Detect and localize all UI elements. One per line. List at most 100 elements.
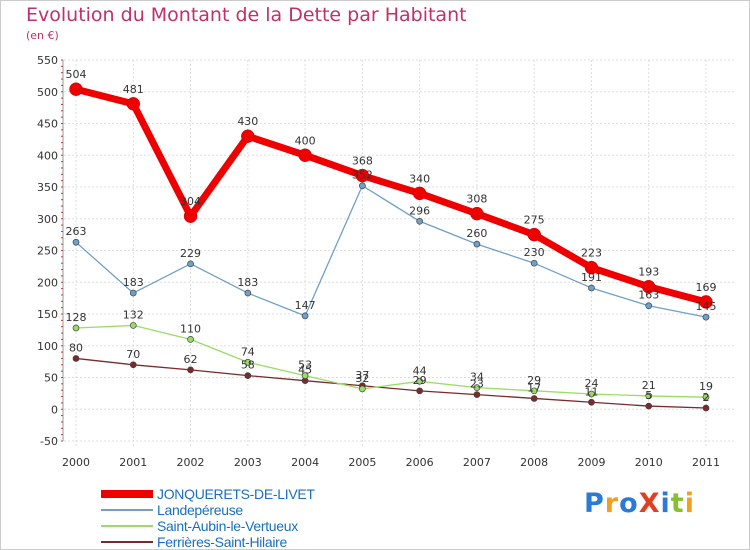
x-tick-label: 2001	[119, 456, 147, 469]
x-tick-label: 2007	[463, 456, 491, 469]
data-point	[473, 240, 481, 248]
x-tick-label: 2002	[177, 456, 205, 469]
data-label: 44	[413, 364, 427, 377]
data-point	[584, 260, 599, 275]
data-label: 191	[581, 271, 602, 284]
x-tick-label: 2003	[234, 456, 262, 469]
data-point	[416, 387, 423, 395]
data-point	[530, 387, 538, 395]
proxiti-logo: ProXiti	[584, 488, 695, 519]
data-point	[530, 395, 538, 402]
data-point	[129, 361, 137, 369]
y-tick-label: 150	[37, 308, 58, 321]
data-label: 183	[237, 276, 258, 289]
data-label: 223	[581, 247, 602, 260]
data-point	[473, 384, 481, 392]
data-point	[359, 385, 366, 393]
data-label: 352	[352, 169, 373, 182]
data-point	[702, 313, 710, 321]
data-point	[359, 182, 366, 190]
data-point	[416, 377, 423, 385]
data-label: 430	[237, 115, 258, 128]
legend-item: Saint-Aubin-le-Vertueux	[101, 518, 315, 534]
data-label: 70	[126, 348, 140, 361]
data-point	[244, 358, 252, 366]
data-label: 45	[298, 364, 312, 377]
data-label: 368	[352, 155, 373, 168]
data-point	[298, 148, 312, 162]
data-label: 24	[584, 377, 598, 390]
y-tick-label: 100	[37, 340, 58, 353]
data-point	[645, 302, 653, 310]
data-label: 37	[355, 369, 369, 382]
data-point	[645, 392, 653, 400]
data-point	[699, 295, 713, 309]
data-label: 308	[466, 193, 487, 206]
series-layer	[69, 82, 713, 412]
data-label: 128	[66, 311, 87, 324]
chart-title: Evolution du Montant de la Dette par Hab…	[26, 4, 467, 26]
data-label: 229	[180, 247, 201, 260]
data-label: 504	[66, 68, 87, 81]
data-point	[244, 289, 252, 297]
legend-label: JONQUERETS-DE-LIVET	[157, 486, 315, 502]
data-label: 304	[180, 195, 201, 208]
data-label: 23	[470, 378, 484, 391]
data-label: 58	[241, 359, 255, 372]
axis-layer: -50 0 50 100 150 200 250 300 350 400 450 500 550 2000…	[37, 54, 720, 469]
y-tick-label: 200	[37, 276, 58, 289]
data-label: 230	[524, 246, 545, 259]
x-tick-label: 2010	[635, 456, 663, 469]
series-line-2	[75, 185, 707, 318]
legend-label: Saint-Aubin-le-Vertueux	[157, 518, 298, 534]
data-label: 132	[123, 308, 144, 321]
data-point	[473, 391, 481, 398]
legend-item: Landepéreuse	[101, 502, 315, 518]
data-label: 110	[180, 322, 201, 335]
data-point	[187, 366, 194, 374]
data-label: 29	[413, 374, 427, 387]
data-point	[72, 238, 80, 246]
data-point	[187, 336, 194, 343]
data-label: 400	[295, 134, 316, 147]
data-label: 340	[409, 172, 430, 185]
legend-swatch-series-3	[101, 525, 153, 527]
data-point	[129, 322, 137, 329]
data-point	[641, 279, 656, 294]
label-layer: 5044813044304003683403082752231931692631…	[66, 68, 717, 404]
data-point	[241, 129, 255, 143]
data-point	[301, 312, 309, 320]
data-point	[72, 324, 80, 332]
y-tick-label: 550	[37, 54, 58, 67]
y-tick-label: 250	[37, 245, 58, 258]
data-point	[645, 402, 653, 410]
x-tick-label: 2006	[406, 456, 434, 469]
legend-swatch-series-2	[101, 509, 153, 511]
data-label: 53	[298, 359, 312, 372]
data-label: 17	[527, 381, 541, 394]
y-tick-label: 300	[37, 213, 58, 226]
y-tick-label: 350	[37, 181, 58, 194]
y-tick-label: 0	[51, 403, 58, 416]
data-point	[470, 206, 484, 221]
y-tick-label: 50	[44, 372, 58, 385]
legend-label: Landepéreuse	[157, 502, 243, 518]
x-tick-label: 2008	[520, 456, 548, 469]
data-label: 183	[123, 276, 144, 289]
data-label: 21	[642, 379, 656, 392]
x-tick-label: 2004	[291, 456, 319, 469]
data-point	[355, 168, 370, 183]
series-line-4	[75, 357, 707, 409]
data-point	[129, 289, 137, 297]
data-point	[416, 217, 423, 225]
data-point	[72, 355, 80, 362]
y-tick-label: 450	[37, 118, 58, 131]
y-tick-label: -50	[40, 435, 58, 448]
data-point	[702, 404, 710, 412]
chart-plot: -50 0 50 100 150 200 250 300 350 400 450 500 550 2000…	[37, 54, 734, 469]
data-label: 169	[696, 281, 717, 294]
data-point	[301, 372, 309, 379]
data-point	[69, 82, 83, 96]
data-label: 263	[66, 225, 87, 238]
